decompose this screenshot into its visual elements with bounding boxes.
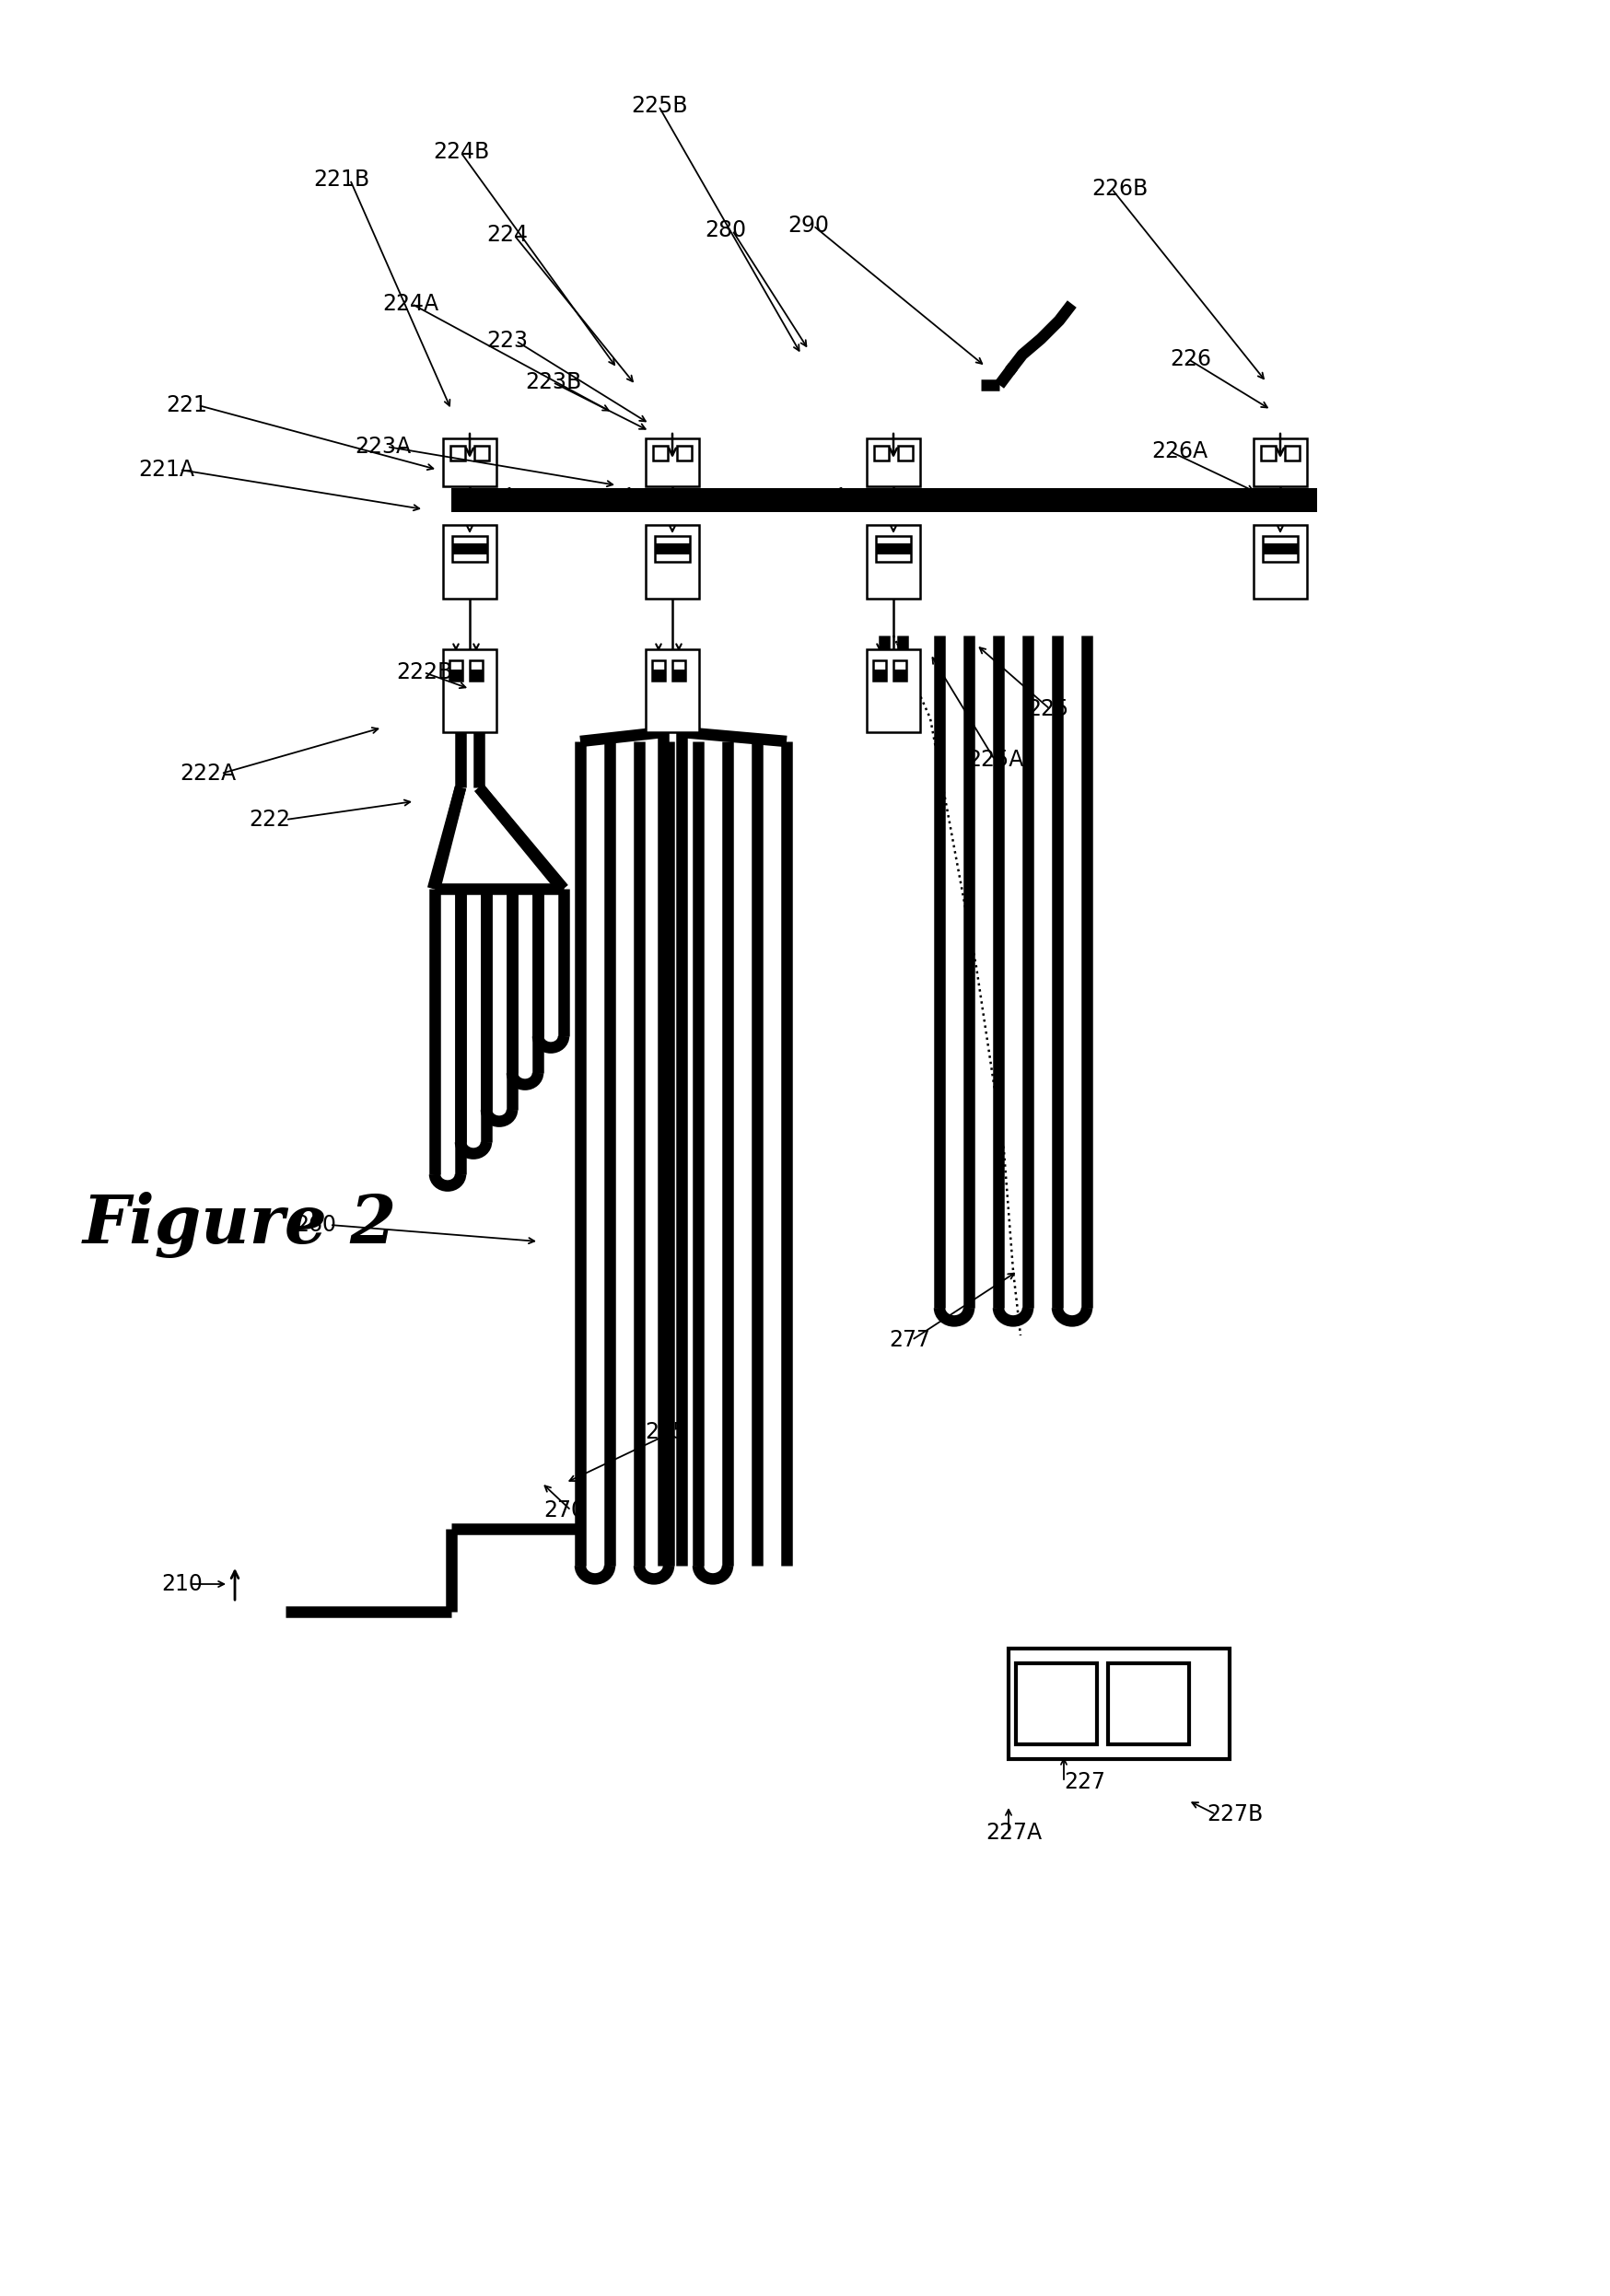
Bar (646, 526, 699, 599)
Bar (1008, 1649, 1230, 1759)
Bar (1108, 1662, 1190, 1745)
Bar (1254, 526, 1307, 599)
Text: 225A: 225A (968, 748, 1024, 771)
Bar (1261, 445, 1275, 461)
Text: 223B: 223B (525, 372, 581, 393)
Bar (654, 445, 668, 461)
Bar (470, 661, 483, 680)
Text: 221B: 221B (314, 168, 369, 191)
Bar (676, 445, 692, 461)
Bar (1262, 535, 1298, 563)
Bar (449, 670, 462, 680)
Bar (443, 526, 496, 599)
Text: 270: 270 (544, 1499, 584, 1522)
Text: 227B: 227B (1206, 1802, 1262, 1825)
Bar (475, 445, 489, 461)
Text: 226B: 226B (1092, 177, 1148, 200)
Bar (1262, 544, 1298, 553)
Bar (673, 661, 686, 680)
Text: 221A: 221A (138, 459, 195, 480)
Bar (673, 670, 686, 680)
Bar (652, 670, 665, 680)
Bar (1285, 445, 1299, 461)
Bar (1254, 439, 1307, 487)
Bar (874, 445, 889, 461)
Bar (646, 439, 699, 487)
Bar (443, 439, 496, 487)
Text: Figure 2: Figure 2 (82, 1192, 398, 1258)
Bar (646, 650, 699, 732)
Text: 210: 210 (161, 1573, 203, 1596)
Text: 222B: 222B (396, 661, 452, 684)
Bar (866, 526, 921, 599)
Bar (876, 544, 911, 553)
Text: 225: 225 (1027, 698, 1069, 721)
Bar (873, 670, 886, 680)
Text: 222A: 222A (180, 762, 237, 785)
Text: 224: 224 (486, 223, 528, 246)
Text: 224B: 224B (433, 140, 489, 163)
Bar (876, 535, 911, 563)
Text: 224A: 224A (382, 294, 438, 315)
Text: 277: 277 (889, 1329, 931, 1350)
Text: 260: 260 (295, 1215, 336, 1235)
Text: 280: 280 (705, 218, 745, 241)
Text: 223A: 223A (354, 436, 411, 457)
Bar (866, 439, 921, 487)
Bar (452, 535, 488, 563)
Bar (1016, 1662, 1096, 1745)
Bar (898, 445, 913, 461)
Text: 290: 290 (787, 214, 829, 236)
Bar (655, 544, 689, 553)
Bar (470, 670, 483, 680)
Bar (655, 535, 689, 563)
Bar (866, 650, 921, 732)
Text: 223: 223 (486, 331, 528, 351)
Bar (873, 661, 886, 680)
Bar (652, 661, 665, 680)
Text: 226A: 226A (1151, 441, 1208, 461)
Bar (451, 489, 1317, 512)
Bar (894, 661, 906, 680)
Bar (451, 445, 465, 461)
Text: 227A: 227A (985, 1821, 1042, 1844)
Text: 221: 221 (166, 395, 208, 416)
Bar (443, 650, 496, 732)
Bar (449, 661, 462, 680)
Text: 226: 226 (1170, 349, 1211, 370)
Text: 227: 227 (1064, 1770, 1104, 1793)
Text: 275: 275 (644, 1421, 686, 1444)
Text: 222: 222 (248, 808, 290, 831)
Bar (452, 544, 488, 553)
Bar (894, 670, 906, 680)
Text: 225B: 225B (631, 94, 687, 117)
